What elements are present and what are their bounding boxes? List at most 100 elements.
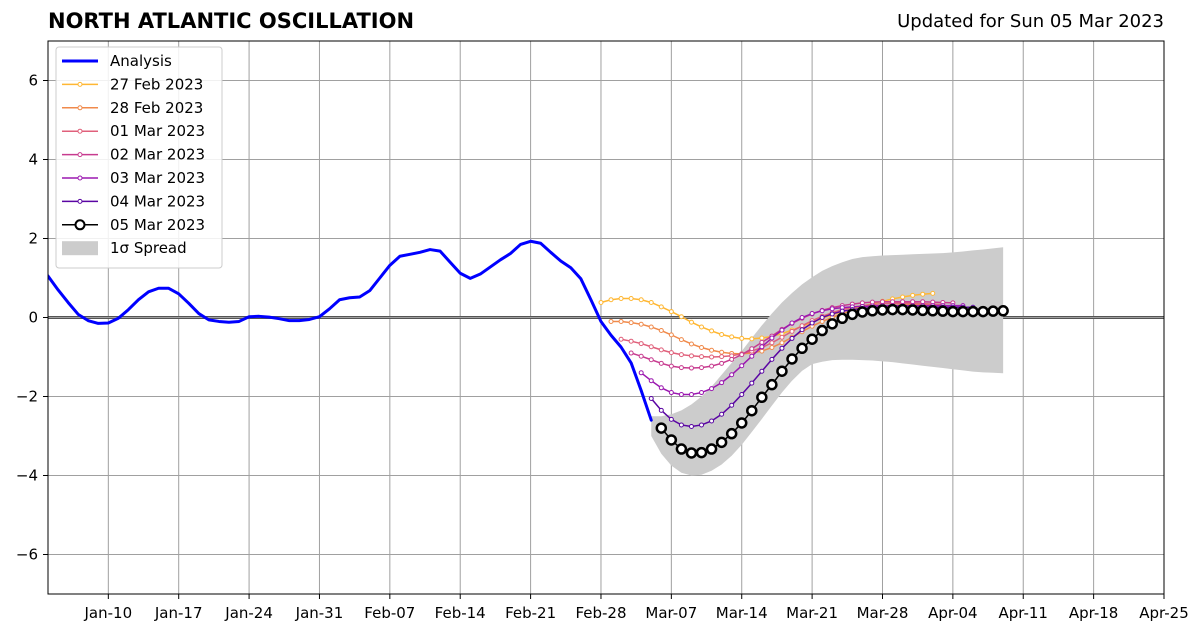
forecast-point — [658, 385, 664, 391]
y-tick-label: 4 — [28, 151, 38, 169]
x-tick-label: Apr-04 — [928, 604, 978, 622]
forecast-point — [769, 345, 775, 351]
forecast-point — [709, 354, 715, 360]
forecast-point — [638, 341, 644, 347]
updated-date: Updated for Sun 05 Mar 2023 — [897, 11, 1164, 32]
forecast-point — [796, 342, 808, 355]
forecast-point — [836, 312, 849, 325]
forecast-point — [799, 323, 805, 329]
legend-entry: 01 Mar 2023 — [62, 122, 205, 140]
forecast-point — [618, 296, 624, 302]
forecast-point — [900, 299, 906, 305]
forecast-point — [927, 305, 939, 317]
forecast-point — [709, 347, 715, 353]
forecast-point — [688, 424, 694, 430]
x-tick-label: Jan-24 — [224, 604, 273, 622]
forecast-point — [628, 296, 634, 302]
forecast-point — [638, 297, 644, 303]
forecast-point — [658, 407, 664, 413]
forecast-point — [759, 335, 765, 341]
legend-marker — [77, 198, 83, 204]
forecast-point — [675, 443, 688, 455]
forecast-point — [688, 341, 694, 347]
forecast-point — [719, 380, 725, 386]
forecast-point — [678, 352, 684, 358]
y-tick-label: 2 — [28, 230, 38, 248]
forecast-point — [876, 304, 889, 316]
forecast-point — [725, 427, 738, 440]
forecast-point — [906, 304, 919, 316]
x-tick-label: Feb-07 — [364, 604, 415, 622]
forecast-point — [688, 365, 694, 371]
legend-label: 04 Mar 2023 — [110, 192, 205, 210]
forecast-point — [648, 344, 654, 350]
x-tick-label: Mar-28 — [857, 604, 909, 622]
legend-entry: 03 Mar 2023 — [62, 169, 205, 187]
x-tick-label: Feb-21 — [505, 604, 556, 622]
forecast-point — [786, 353, 798, 365]
latest-forecast-series — [655, 303, 1009, 459]
forecast-point — [987, 305, 999, 317]
forecast-point — [699, 324, 705, 330]
forecast-point — [735, 417, 748, 429]
analysis-line — [48, 239, 653, 422]
x-tick-label: Apr-11 — [998, 604, 1048, 622]
forecast-point — [719, 411, 725, 417]
legend-spread-swatch — [62, 241, 98, 256]
x-tick-label: Mar-14 — [716, 604, 768, 622]
legend-entry: 04 Mar 2023 — [62, 192, 205, 210]
forecast-point — [749, 336, 755, 342]
forecast-point — [638, 353, 644, 359]
forecast-point — [819, 318, 825, 324]
legend-label: 02 Mar 2023 — [110, 146, 205, 164]
forecast-point — [806, 333, 818, 345]
forecast-point — [688, 392, 694, 398]
forecast-point — [759, 344, 765, 350]
series-layer — [48, 239, 1009, 459]
forecast-point — [967, 305, 979, 318]
forecast-point — [900, 294, 906, 300]
x-tick-label: Mar-07 — [645, 604, 697, 622]
forecast-point — [668, 332, 674, 338]
forecast-point — [819, 315, 825, 320]
forecast-point — [688, 319, 694, 325]
forecast-point — [920, 299, 926, 305]
x-tick-label: Feb-28 — [575, 604, 626, 622]
forecast-point — [749, 380, 755, 386]
forecast-point — [688, 353, 694, 359]
forecast-point — [699, 345, 705, 351]
forecast-point — [638, 370, 644, 376]
forecast-point — [890, 299, 896, 305]
forecast-point — [709, 363, 715, 369]
forecast-point — [719, 360, 725, 366]
forecast-point — [648, 357, 654, 363]
forecast-point — [829, 306, 835, 312]
forecast-point — [699, 354, 705, 360]
legend-label: 27 Feb 2023 — [110, 75, 203, 93]
forecast-point — [618, 336, 624, 342]
forecast-point — [789, 328, 795, 334]
forecast-point — [930, 290, 936, 296]
y-tick-label: −6 — [16, 546, 38, 564]
forecast-point — [685, 447, 698, 459]
forecast-point — [648, 378, 654, 384]
forecast-point — [719, 331, 725, 337]
forecast-point — [779, 334, 785, 340]
y-tick-label: 0 — [28, 309, 38, 327]
legend-marker — [77, 105, 83, 111]
forecast-point — [886, 303, 899, 316]
forecast-point — [658, 347, 664, 353]
forecast-point — [769, 335, 775, 341]
forecast-point — [739, 392, 745, 398]
forecast-point — [729, 356, 735, 362]
forecast-point — [648, 299, 654, 305]
forecast-point — [598, 299, 604, 305]
forecast-point — [799, 315, 805, 320]
forecast-point — [709, 418, 715, 424]
forecast-point — [739, 363, 745, 369]
forecast-point — [628, 350, 634, 356]
forecast-point — [856, 306, 869, 318]
forecast-point — [715, 436, 728, 449]
legend-entry: 1σ Spread — [62, 239, 187, 257]
